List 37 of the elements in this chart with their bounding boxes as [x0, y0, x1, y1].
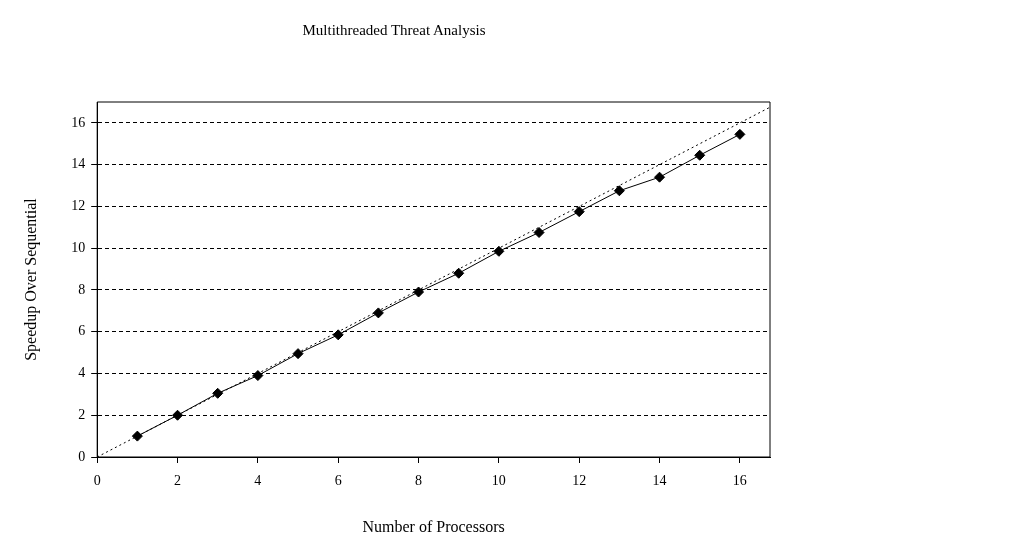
point — [654, 171, 666, 183]
point — [613, 185, 625, 197]
x-tick-label: 10 — [491, 473, 506, 489]
point — [493, 245, 505, 257]
point — [453, 267, 465, 279]
x-tick-label: 12 — [572, 473, 587, 489]
x-tick-label: 2 — [174, 473, 182, 489]
y-tick-label: 12 — [71, 198, 86, 214]
point — [413, 286, 425, 298]
x-tick-label: 4 — [254, 473, 262, 489]
y-tick-label: 14 — [71, 156, 86, 172]
point — [734, 128, 746, 140]
point — [332, 329, 344, 341]
point — [372, 307, 384, 319]
point — [252, 370, 264, 382]
point — [533, 227, 545, 239]
y-tick-label: 6 — [78, 323, 86, 339]
y-tick-label: 16 — [71, 114, 86, 130]
y-tick-label: 2 — [78, 406, 86, 422]
y-tick-label: 8 — [78, 281, 86, 297]
x-axis-title: Number of Processors — [362, 517, 505, 535]
point — [694, 149, 706, 161]
y-tick-label: 4 — [78, 365, 86, 381]
chart-title: Multithreaded Threat Analysis — [302, 21, 486, 38]
point — [212, 387, 224, 399]
x-tick-label: 6 — [334, 473, 342, 489]
point — [131, 430, 143, 442]
point — [172, 409, 184, 421]
x-tick-label: 16 — [732, 473, 747, 489]
x-tick-label: 14 — [652, 473, 667, 489]
y-tick-label: 10 — [71, 239, 86, 255]
x-tick-label: 8 — [415, 473, 423, 489]
y-tick-label: 0 — [78, 448, 86, 464]
point — [292, 348, 304, 360]
y-axis-title: Speedup Over Sequential — [21, 197, 40, 361]
point — [573, 206, 585, 218]
x-tick-label: 0 — [93, 473, 101, 489]
